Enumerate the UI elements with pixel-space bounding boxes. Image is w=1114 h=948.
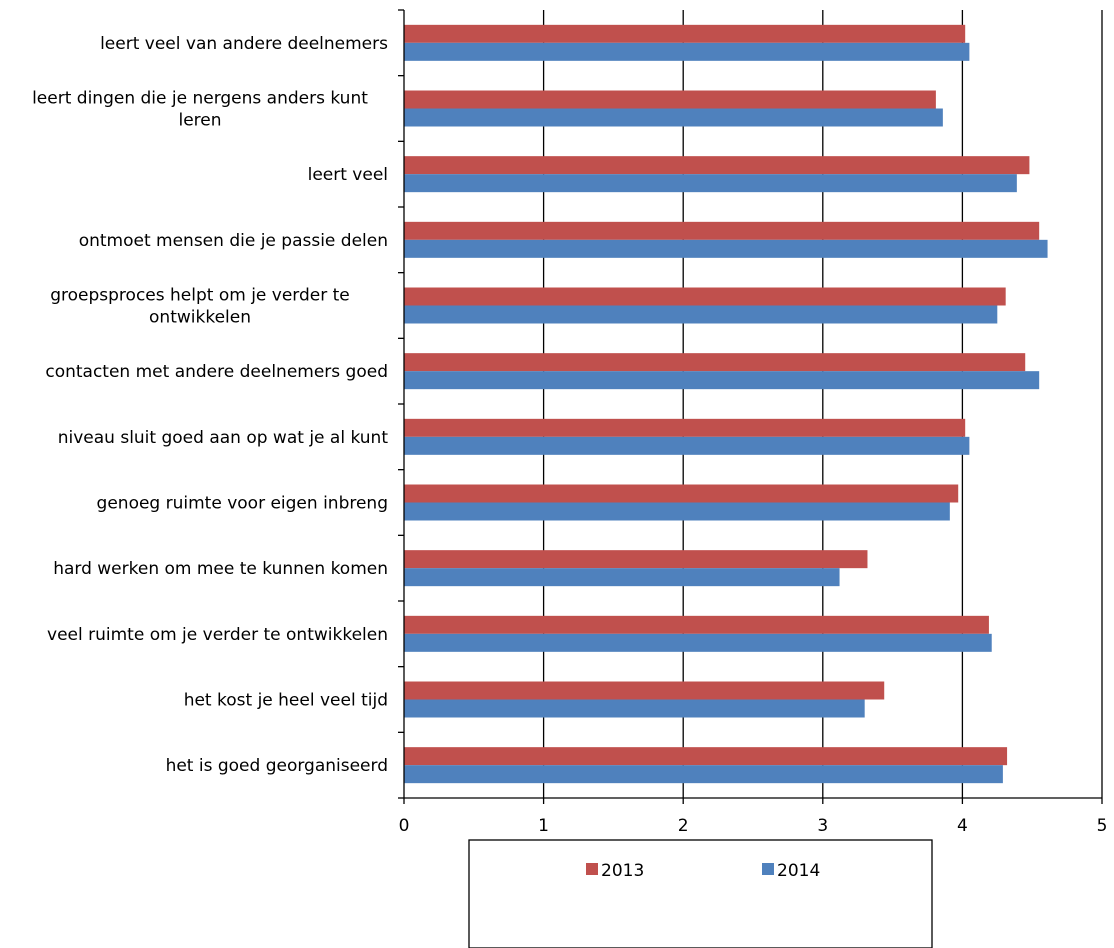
bar-2014-11 bbox=[404, 765, 1003, 784]
bar-2014-10 bbox=[404, 699, 865, 718]
x-tick-labels: 0 1 2 3 4 5 bbox=[399, 816, 1108, 836]
x-tick-label-5: 5 bbox=[1097, 816, 1108, 836]
bar-2014-0 bbox=[404, 42, 970, 61]
x-tick-label-3: 3 bbox=[817, 816, 828, 836]
bar-2014-9 bbox=[404, 633, 992, 652]
bar-2013-1 bbox=[404, 90, 936, 109]
legend-swatch-2013 bbox=[586, 863, 598, 875]
category-label-3: ontmoet mensen die je passie delen bbox=[79, 231, 388, 251]
bar-2014-8 bbox=[404, 568, 840, 587]
category-label-5: contacten met andere deelnemers goed bbox=[45, 362, 388, 382]
bar-2013-0 bbox=[404, 24, 966, 43]
category-label-6: niveau sluit goed aan op wat je al kunt bbox=[58, 428, 389, 448]
bar-2013-7 bbox=[404, 484, 959, 503]
bar-2014-6 bbox=[404, 436, 970, 455]
x-tick-label-2: 2 bbox=[678, 816, 689, 836]
bar-2013-3 bbox=[404, 221, 1040, 240]
bar-2013-11 bbox=[404, 747, 1008, 766]
bar-2014-1 bbox=[404, 108, 943, 127]
category-label-2: leert veel bbox=[308, 165, 388, 185]
gridlines bbox=[542, 10, 1103, 798]
bar-2014-3 bbox=[404, 239, 1048, 258]
bar-2013-4 bbox=[404, 287, 1006, 306]
category-label-4: groepsproces helpt om je verder te ontwik… bbox=[50, 286, 350, 328]
legend-label-2014: 2014 bbox=[777, 861, 820, 881]
bar-2014-2 bbox=[404, 174, 1017, 193]
legend-box bbox=[468, 839, 933, 948]
bars-layer bbox=[404, 24, 1048, 784]
bar-2013-5 bbox=[404, 353, 1026, 372]
category-label-10: het kost je heel veel tijd bbox=[184, 691, 388, 711]
category-label-9: veel ruimte om je verder te ontwikkelen bbox=[47, 625, 388, 645]
category-label-11: het is goed georganiseerd bbox=[166, 756, 388, 776]
bar-2014-7 bbox=[404, 502, 950, 521]
bar-2013-10 bbox=[404, 681, 885, 700]
category-label-8: hard werken om mee te kunnen komen bbox=[53, 559, 388, 579]
legend-label-2013: 2013 bbox=[601, 861, 644, 881]
x-tick-label-4: 4 bbox=[957, 816, 968, 836]
category-label-7: genoeg ruimte voor eigen inbreng bbox=[97, 494, 388, 514]
bar-2013-8 bbox=[404, 550, 868, 569]
bar-2013-2 bbox=[404, 156, 1030, 175]
legend: 2013 2014 bbox=[468, 839, 933, 948]
category-label-1: leert dingen die je nergens anders kunt l… bbox=[32, 89, 368, 131]
bar-2013-6 bbox=[404, 418, 966, 437]
x-tick-label-0: 0 bbox=[399, 816, 410, 836]
legend-swatch-2014 bbox=[762, 863, 774, 875]
category-label-0: leert veel van andere deelnemers bbox=[100, 34, 388, 54]
axes bbox=[398, 9, 1103, 804]
bar-2014-4 bbox=[404, 305, 998, 324]
x-tick-label-1: 1 bbox=[538, 816, 549, 836]
bar-2014-5 bbox=[404, 371, 1040, 390]
bar-2013-9 bbox=[404, 615, 989, 634]
category-labels: leert veel van andere deelnemers leert di… bbox=[32, 34, 388, 776]
